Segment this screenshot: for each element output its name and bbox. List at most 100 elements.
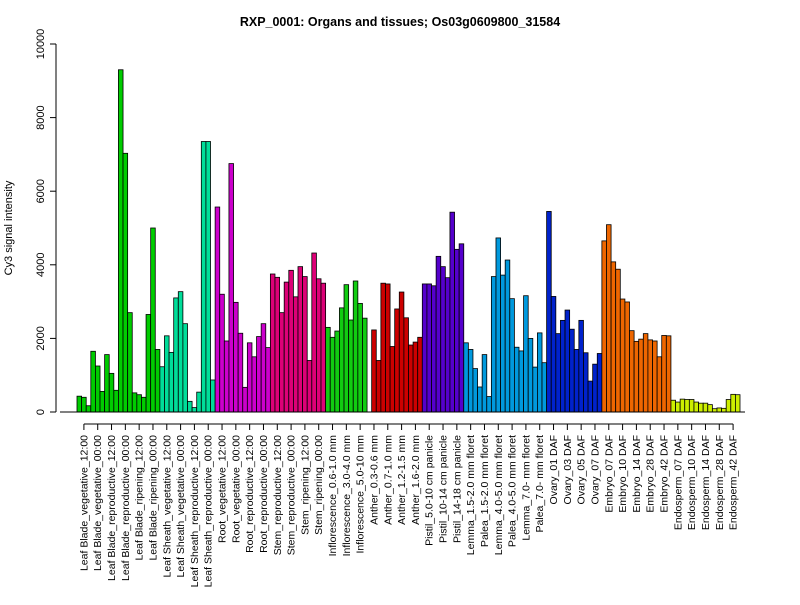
bar (606, 224, 612, 413)
bar (435, 255, 442, 413)
bar (302, 276, 308, 413)
bar (587, 380, 594, 413)
bar (619, 298, 626, 413)
bar (735, 394, 741, 413)
bar (242, 386, 248, 413)
bar (164, 335, 170, 413)
x-tick-label: Root_vegetative_12:00 (217, 435, 229, 543)
bar (297, 266, 303, 413)
y-tick-label: 8000 (35, 105, 47, 129)
bar (500, 274, 506, 413)
bar (265, 347, 271, 413)
bar (624, 301, 630, 413)
x-tick-label: Root_vegetative_00:00 (230, 435, 242, 543)
bar (546, 211, 552, 413)
bar (375, 360, 382, 413)
x-tick-label: Root_reproductive_00:00 (258, 435, 270, 553)
bar (629, 330, 635, 413)
x-tick-label: Inflorescence_5.0-10 mm (355, 435, 367, 554)
bar (385, 283, 391, 413)
bar (716, 407, 722, 413)
x-tick-label: Endosperm_42 DAF (728, 435, 740, 530)
bar (693, 401, 699, 413)
bar (721, 407, 727, 413)
bar (449, 211, 455, 413)
bar (214, 206, 221, 413)
bar (596, 353, 603, 413)
x-tick-label: Pistil_14-18 cm panicle (451, 435, 463, 543)
bar (316, 278, 322, 413)
bar (334, 330, 340, 413)
x-tick-label: Stem_reproductive_12:00 (272, 435, 284, 555)
bar (684, 399, 690, 413)
bar (647, 339, 653, 413)
bar (550, 296, 557, 413)
x-tick-label: Endosperm_07 DAF (672, 435, 684, 530)
x-tick-label: Pistil_10-14 cm panicle (438, 435, 450, 543)
x-tick-label: Leaf Blade_ripening_00:00 (147, 435, 159, 561)
bar (325, 326, 331, 413)
bar (477, 386, 483, 413)
bar (633, 340, 640, 413)
bar (408, 344, 414, 413)
bar (730, 393, 736, 413)
bar (532, 366, 538, 413)
bar (527, 337, 534, 413)
bar (495, 237, 501, 413)
x-tick-label: Leaf Blade_vegetative_00:00 (92, 435, 104, 571)
x-tick-label: Leaf Blade_vegetative_12:00 (78, 435, 90, 571)
x-tick-label: Stem_ripening_00:00 (313, 435, 325, 535)
bar (472, 368, 478, 413)
bar (583, 352, 589, 413)
bar (371, 329, 377, 413)
bar (537, 332, 543, 413)
y-tick-label: 6000 (35, 179, 47, 203)
bar (652, 340, 658, 413)
bar (541, 362, 548, 413)
bar (205, 141, 211, 413)
x-tick-label: Palea_4.0-5.0 mm floret (507, 435, 519, 547)
bar (431, 285, 437, 413)
bar (311, 252, 317, 413)
x-tick-label: Embryo_07 DAF (603, 435, 615, 513)
x-tick-label: Ovary_03 DAF (562, 435, 574, 504)
bar (274, 276, 280, 413)
bar (118, 69, 124, 413)
x-tick-label: Root_reproductive_12:00 (244, 435, 256, 553)
bar (219, 293, 225, 413)
bar (698, 402, 704, 413)
bar (440, 266, 446, 413)
bar (357, 303, 363, 413)
bar (412, 341, 419, 413)
bar (421, 283, 428, 413)
bar (348, 319, 354, 413)
bar (398, 291, 405, 413)
bar (389, 346, 396, 413)
x-tick-label: Anther_1.2-1.5 mm (396, 435, 408, 525)
bar (99, 390, 106, 413)
bar (642, 333, 649, 413)
bar (320, 282, 327, 413)
bars-group (76, 69, 741, 413)
x-tick-label: Leaf Sheath_reproductive_12:00 (189, 435, 201, 588)
bar (237, 332, 244, 413)
bar (504, 259, 511, 413)
bar (702, 402, 709, 413)
bar (569, 328, 575, 413)
x-tick-label: Embryo_10 DAF (617, 435, 629, 513)
x-tick-label: Leaf Sheath_vegetative_12:00 (161, 435, 173, 578)
bar (670, 399, 676, 413)
bar (481, 354, 488, 413)
bar (555, 333, 561, 413)
bar (601, 240, 607, 413)
bar (90, 350, 96, 413)
bar (104, 354, 110, 413)
bar (665, 335, 672, 413)
bar (592, 363, 598, 413)
bar (426, 283, 432, 413)
bar (279, 312, 285, 413)
bar (463, 342, 469, 413)
x-tick-label: Palea_1.5-2.0 mm floret (479, 435, 491, 547)
y-tick-label: 2000 (35, 326, 47, 350)
